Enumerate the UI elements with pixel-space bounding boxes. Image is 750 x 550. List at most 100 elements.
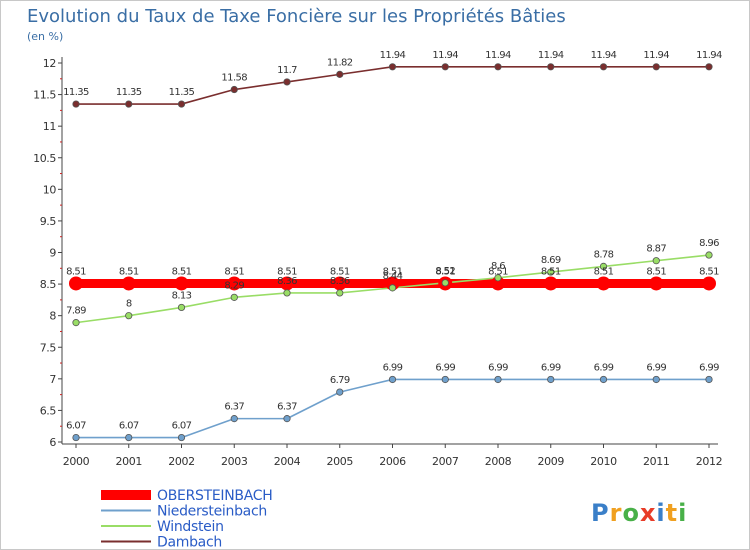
data-point <box>705 375 713 384</box>
data-label: 8.51 <box>699 266 719 277</box>
data-label: 8.51 <box>119 266 139 277</box>
data-label: 8.96 <box>699 238 719 249</box>
y-tick-label: 9 <box>49 247 56 260</box>
data-label: 11.94 <box>696 50 722 61</box>
x-tick-label: 2000 <box>63 455 90 468</box>
data-label: 6.99 <box>699 362 719 373</box>
data-label: 6.99 <box>435 362 455 373</box>
legend: OBERSTEINBACHNiedersteinbachWindsteinDam… <box>101 488 273 550</box>
x-tick-label: 2002 <box>168 455 194 468</box>
y-tick-label: 8.5 <box>40 278 57 291</box>
data-point <box>705 63 713 71</box>
x-tick-label: 2010 <box>590 455 617 468</box>
data-point <box>72 433 80 442</box>
y-tick-label: 6.5 <box>40 404 57 417</box>
data-label: 6.99 <box>488 362 508 373</box>
data-point <box>177 433 186 442</box>
data-label: 11.94 <box>643 50 669 61</box>
data-label: 6.37 <box>277 402 297 413</box>
data-label: 8.69 <box>541 255 561 266</box>
data-label: 6.99 <box>383 362 403 373</box>
logo-letter: P <box>591 499 610 527</box>
legend-label: Dambach <box>157 535 222 550</box>
data-label: 8.29 <box>224 280 244 291</box>
data-point <box>125 433 133 442</box>
x-tick-label: 2008 <box>485 455 512 468</box>
data-label: 8.51 <box>330 266 350 277</box>
data-point <box>230 85 238 94</box>
x-tick-label: 2005 <box>327 455 354 468</box>
data-label: 6.07 <box>66 421 86 432</box>
x-tick-label: 2004 <box>274 455 301 468</box>
chart-title: Evolution du Taux de Taxe Foncière sur l… <box>27 6 566 27</box>
logo-letter: t <box>666 499 678 527</box>
data-label: 8.51 <box>594 266 614 277</box>
y-tick-label: 11 <box>43 120 56 133</box>
y-tick-label: 10.5 <box>33 152 56 165</box>
y-tick-label: 9.5 <box>40 215 57 228</box>
data-label: 11.35 <box>169 87 195 98</box>
data-point <box>174 276 189 291</box>
data-point <box>121 276 136 291</box>
data-point <box>336 388 344 396</box>
data-point <box>283 78 291 86</box>
data-label: 6.07 <box>172 421 192 432</box>
data-point <box>599 375 608 384</box>
axes <box>61 57 718 445</box>
data-point <box>599 262 608 270</box>
data-label: 8.13 <box>172 290 192 301</box>
data-label: 7.89 <box>66 306 86 317</box>
data-label: 6.99 <box>594 362 614 373</box>
logo-letter: i <box>678 499 687 527</box>
data-point <box>388 63 397 71</box>
data-label: 8.51 <box>383 266 403 277</box>
data-point <box>125 312 133 320</box>
data-label: 11.82 <box>327 57 353 68</box>
data-label: 6.79 <box>330 375 350 386</box>
series-line-dambach <box>76 65 709 105</box>
data-label: 11.94 <box>538 50 564 61</box>
data-point <box>336 289 344 297</box>
x-tick-label: 2006 <box>379 455 406 468</box>
data-label: 11.94 <box>432 50 458 61</box>
logo-letter: r <box>610 499 623 527</box>
data-point <box>441 279 449 287</box>
data-label: 8.51 <box>277 266 297 277</box>
data-label: 11.94 <box>380 50 406 61</box>
data-label: 8.51 <box>646 266 666 277</box>
data-point <box>69 276 83 291</box>
y-tick-label: 11.5 <box>33 89 56 102</box>
data-point <box>652 257 660 265</box>
proxiti-logo: Proxiti <box>591 499 687 527</box>
data-label: 8.51 <box>435 266 455 277</box>
data-point <box>441 375 449 384</box>
data-point <box>177 303 186 312</box>
data-label: 8.6 <box>491 261 505 272</box>
data-point <box>652 375 660 384</box>
x-tick-label: 2011 <box>643 455 669 468</box>
series-points <box>69 63 716 442</box>
data-point <box>230 293 238 301</box>
data-point <box>332 276 347 291</box>
data-point <box>649 276 664 291</box>
data-point <box>543 276 558 291</box>
data-point <box>177 100 186 108</box>
data-point <box>491 276 505 291</box>
data-label: 11.58 <box>221 73 247 84</box>
data-point <box>702 276 716 291</box>
data-label: 11.94 <box>485 50 511 61</box>
y-tick-label: 6 <box>49 436 56 449</box>
data-point <box>72 319 80 327</box>
series-labels: 8.51 8.51 8.51 8.51 8.51 8.51 8.51 8.51 8.51 8.51… <box>63 50 722 432</box>
x-ticks: 2000 2001 2002 2003 2004 2005 2006 2007 2008 2009… <box>63 444 723 468</box>
data-point <box>336 70 344 78</box>
data-label: 11.35 <box>116 87 142 98</box>
data-point <box>494 63 502 71</box>
data-label: 8.51 <box>224 266 244 277</box>
data-point <box>385 276 400 291</box>
legend-label: Niedersteinbach <box>157 504 267 520</box>
data-label: 8.51 <box>66 266 86 277</box>
data-label: 8.51 <box>172 266 192 277</box>
